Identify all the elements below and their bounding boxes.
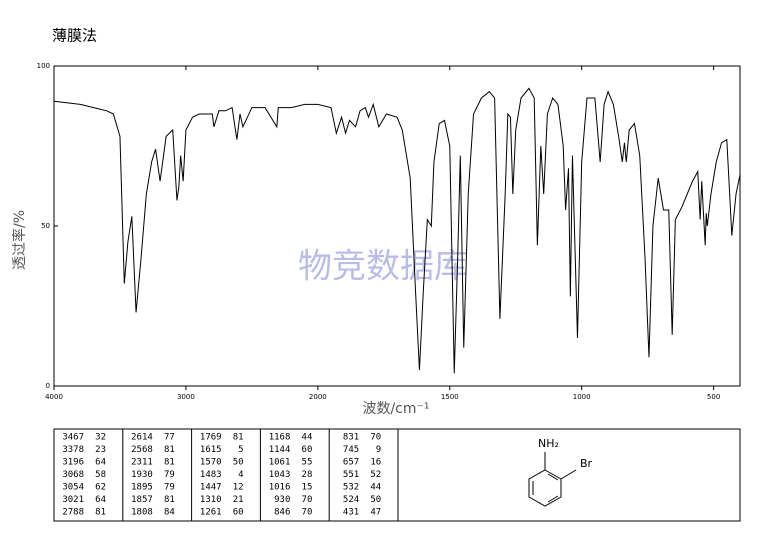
peak-transmittance: 15 — [302, 483, 313, 493]
peak-wavenumber: 657 — [343, 458, 359, 468]
chart-title: 薄膜法 — [52, 27, 97, 45]
peak-wavenumber: 1570 — [200, 458, 222, 468]
peak-wavenumber: 3021 — [62, 495, 84, 505]
x-tick-label: 500 — [707, 393, 720, 401]
peak-wavenumber: 1769 — [200, 433, 222, 443]
peak-wavenumber: 431 — [343, 508, 359, 518]
spectrum-line — [53, 87, 741, 374]
benzene-ring — [528, 452, 577, 507]
peak-transmittance: 64 — [95, 458, 106, 468]
peak-wavenumber: 1930 — [131, 470, 153, 480]
peak-wavenumber: 1447 — [200, 483, 222, 493]
plot-frame — [53, 65, 741, 387]
peak-wavenumber: 1483 — [200, 470, 222, 480]
table-frame — [53, 428, 741, 522]
y-tick-label: 50 — [41, 222, 50, 230]
peak-wavenumber: 2614 — [131, 433, 153, 443]
x-tick-label: 3000 — [177, 393, 195, 401]
x-axis-label: 波数/cm⁻¹ — [362, 401, 429, 417]
peak-transmittance: 44 — [370, 483, 381, 493]
x-tick-label: 4000 — [45, 393, 63, 401]
peak-transmittance: 44 — [302, 433, 313, 443]
peak-transmittance: 60 — [302, 445, 313, 455]
peak-wavenumber: 930 — [274, 495, 290, 505]
peak-transmittance: 64 — [95, 495, 106, 505]
peak-wavenumber: 524 — [343, 495, 359, 505]
amine-label: NH₂ — [538, 437, 559, 450]
x-tick-label: 2000 — [309, 393, 327, 401]
peak-wavenumber: 1615 — [200, 445, 222, 455]
peak-wavenumber: 745 — [343, 445, 359, 455]
peak-transmittance: 50 — [233, 458, 244, 468]
watermark: 物竞数据库 — [298, 247, 468, 287]
peak-transmittance: 77 — [164, 433, 175, 443]
peak-transmittance: 21 — [233, 495, 244, 505]
peak-transmittance: 79 — [164, 483, 175, 493]
peak-wavenumber: 3054 — [62, 483, 84, 493]
peak-wavenumber: 1808 — [131, 508, 153, 518]
peak-transmittance: 81 — [233, 433, 244, 443]
peak-transmittance: 12 — [233, 483, 244, 493]
peak-transmittance: 81 — [164, 445, 175, 455]
peak-wavenumber: 831 — [343, 433, 359, 443]
peak-transmittance: 81 — [164, 458, 175, 468]
peak-transmittance: 62 — [95, 483, 106, 493]
peak-wavenumber: 2788 — [62, 508, 84, 518]
halogen-label: Br — [580, 457, 593, 470]
y-axis-label: 透过率/% — [11, 210, 28, 270]
peak-wavenumber: 1168 — [269, 433, 291, 443]
peak-transmittance: 55 — [302, 458, 313, 468]
peak-wavenumber: 1310 — [200, 495, 222, 505]
peak-wavenumber: 1016 — [269, 483, 291, 493]
peak-transmittance: 70 — [302, 508, 313, 518]
peak-transmittance: 60 — [233, 508, 244, 518]
peak-wavenumber: 3467 — [62, 433, 84, 443]
peak-wavenumber: 1144 — [269, 445, 291, 455]
peak-transmittance: 28 — [302, 470, 313, 480]
y-tick-label: 0 — [46, 382, 50, 390]
x-tick-label: 1500 — [441, 393, 459, 401]
peak-wavenumber: 1857 — [131, 495, 153, 505]
peak-wavenumber: 1061 — [269, 458, 291, 468]
peak-transmittance: 79 — [164, 470, 175, 480]
peak-wavenumber: 1043 — [269, 470, 291, 480]
peak-transmittance: 16 — [370, 458, 381, 468]
peak-transmittance: 50 — [370, 495, 381, 505]
peak-transmittance: 23 — [95, 445, 106, 455]
peak-transmittance: 58 — [95, 470, 106, 480]
peak-wavenumber: 2568 — [131, 445, 153, 455]
peak-wavenumber: 2311 — [131, 458, 153, 468]
peak-wavenumber: 3378 — [62, 445, 84, 455]
y-tick-label: 100 — [37, 62, 50, 70]
peak-wavenumber: 846 — [274, 508, 290, 518]
peak-transmittance: 9 — [376, 445, 381, 455]
peak-wavenumber: 551 — [343, 470, 359, 480]
peak-wavenumber: 1261 — [200, 508, 222, 518]
peak-wavenumber: 1895 — [131, 483, 153, 493]
peak-wavenumber: 532 — [343, 483, 359, 493]
x-tick-label: 1000 — [573, 393, 591, 401]
peak-wavenumber: 3196 — [62, 458, 84, 468]
peak-transmittance: 52 — [370, 470, 381, 480]
peak-transmittance: 81 — [164, 495, 175, 505]
peak-transmittance: 47 — [370, 508, 381, 518]
peak-transmittance: 32 — [95, 433, 106, 443]
peak-transmittance: 5 — [238, 445, 243, 455]
peak-wavenumber: 3068 — [62, 470, 84, 480]
peak-transmittance: 4 — [238, 470, 243, 480]
peak-transmittance: 84 — [164, 508, 175, 518]
peak-transmittance: 81 — [95, 508, 106, 518]
peak-transmittance: 70 — [370, 433, 381, 443]
peak-transmittance: 70 — [302, 495, 313, 505]
